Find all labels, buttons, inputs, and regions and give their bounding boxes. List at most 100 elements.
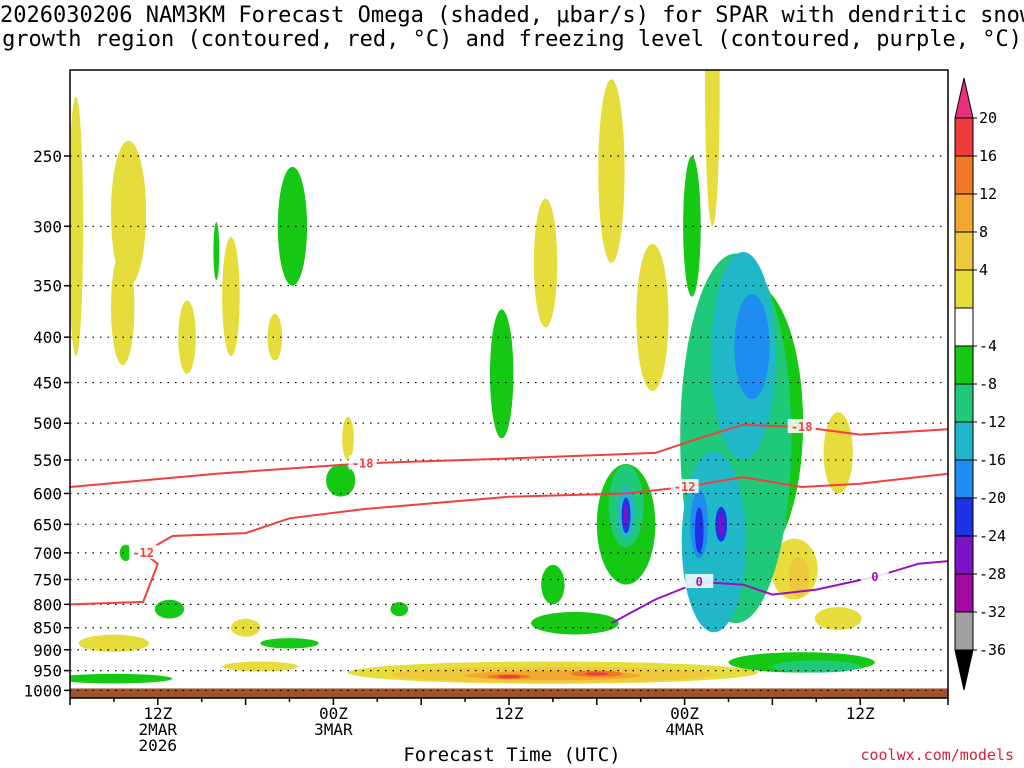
colorbar-bottom-arrow <box>954 649 974 691</box>
y-tick-label: 950 <box>33 662 62 681</box>
y-tick-label: 900 <box>33 641 62 660</box>
colorbar-label: 8 <box>979 223 988 241</box>
omega-positive-area <box>585 672 609 676</box>
dgz-contour <box>70 423 948 488</box>
colorbar-label: -28 <box>979 565 1006 583</box>
y-tick-label: 650 <box>33 515 62 534</box>
omega-positive-area <box>70 96 84 356</box>
y-tick-label: 450 <box>33 374 62 393</box>
y-tick-label: 300 <box>33 217 62 236</box>
colorbar-label: -12 <box>979 413 1006 431</box>
x-tick-label: 12Z <box>143 704 172 723</box>
omega-negative-area <box>277 166 308 286</box>
contour-label-bg <box>670 478 699 493</box>
x-tick-label: 12Z <box>846 704 875 723</box>
omega-negative-area <box>683 156 701 297</box>
omega-negative-area <box>718 512 725 537</box>
y-tick-label: 800 <box>33 595 62 614</box>
x-tick-label: 12Z <box>495 704 524 723</box>
ground-layer <box>70 688 948 698</box>
ground-fill <box>70 688 948 698</box>
contour-label-bg <box>860 568 889 583</box>
colorbar-box <box>954 345 974 385</box>
colorbar-box <box>954 193 974 233</box>
freezing-level-contour <box>610 560 948 625</box>
contour-label: -12 <box>674 480 696 494</box>
colorbar-top-arrow <box>954 77 974 119</box>
watermark: coolwx.com/models <box>860 746 1014 764</box>
contour-lines: -18 -18 -12 -12 0 0 <box>70 419 948 625</box>
omega-negative-area <box>119 544 132 562</box>
omega-positive-area <box>636 243 669 392</box>
y-tick-label: 600 <box>33 484 62 503</box>
x-tick-label: 00Z <box>319 704 348 723</box>
omega-positive-area <box>178 300 196 374</box>
y-tick-label: 750 <box>33 570 62 589</box>
omega-negative-area <box>772 660 861 673</box>
title-line-1: 2026030206 NAM3KM Forecast Omega (shaded… <box>0 3 1024 28</box>
omega-negative-area <box>734 294 770 400</box>
omega-negative-area <box>530 611 619 635</box>
contour-label: 0 <box>696 575 703 589</box>
pressure-axis: 250 300 350 400 450 500 550 600 650 700 750 800 850 9… <box>23 147 70 700</box>
dgz-contour <box>70 472 948 606</box>
contour-label-bg <box>348 455 377 470</box>
y-tick-label: 250 <box>33 147 62 166</box>
omega-negative-area <box>260 638 319 649</box>
y-tick-label: 850 <box>33 619 62 638</box>
omega-positive-area <box>110 140 147 286</box>
x-tick-label: 4MAR <box>665 720 704 739</box>
colorbar-box <box>954 535 974 575</box>
x-tick-label: 3MAR <box>314 720 353 739</box>
contour-label-bg <box>787 419 816 434</box>
omega-negative-area <box>623 503 629 528</box>
omega-positive-area <box>788 556 809 598</box>
colorbar-label: -4 <box>979 337 997 355</box>
x-tick-label: 00Z <box>670 704 699 723</box>
omega-positive-area <box>814 607 862 630</box>
omega-negative-area <box>213 222 220 281</box>
contour-label: -18 <box>791 420 813 434</box>
omega-positive-area <box>222 661 299 672</box>
y-tick-label: 1000 <box>23 681 62 700</box>
colorbar-label: -16 <box>979 451 1006 469</box>
omega-negative-area <box>694 507 704 553</box>
colorbar-label: -20 <box>979 489 1006 507</box>
title-line-2: growth region (contoured, red, °C) and f… <box>2 27 1022 52</box>
y-tick-label: 500 <box>33 414 62 433</box>
colorbar-box <box>954 383 974 423</box>
contour-label-bg <box>685 574 714 589</box>
omega-positive-area <box>230 618 261 637</box>
omega-positive-area <box>267 313 283 361</box>
colorbar-label: -24 <box>979 527 1006 545</box>
colorbar-label: 20 <box>979 109 997 127</box>
y-tick-label: 350 <box>33 277 62 296</box>
colorbar-box <box>954 611 974 651</box>
colorbar-label: -36 <box>979 641 1006 659</box>
contour-label: -18 <box>352 456 374 470</box>
omega-positive-area <box>823 412 853 494</box>
colorbar-box <box>954 155 974 195</box>
y-tick-label: 700 <box>33 544 62 563</box>
colorbar-box <box>954 497 974 537</box>
x-tick-label: 2MAR <box>139 720 178 739</box>
x-tick-label: 2026 <box>139 736 178 755</box>
omega-positive-area <box>533 198 558 328</box>
colorbar-box <box>954 459 974 499</box>
colorbar-label: 4 <box>979 261 988 279</box>
colorbar-box <box>954 269 974 309</box>
colorbar-label: 16 <box>979 147 997 165</box>
y-tick-label: 400 <box>33 328 62 347</box>
omega-positive-area <box>110 249 135 366</box>
omega-negative-area <box>489 309 514 439</box>
colorbar-label: -8 <box>979 375 997 393</box>
x-axis-title: Forecast Time (UTC) <box>403 744 621 766</box>
chart-title: 2026030206 NAM3KM Forecast Omega (shaded… <box>0 4 1024 52</box>
omega-negative-area <box>70 673 173 684</box>
colorbar-box <box>954 421 974 461</box>
omega-negative-area <box>154 599 185 619</box>
omega-positive-area <box>598 79 625 264</box>
omega-positive-area <box>497 675 521 679</box>
